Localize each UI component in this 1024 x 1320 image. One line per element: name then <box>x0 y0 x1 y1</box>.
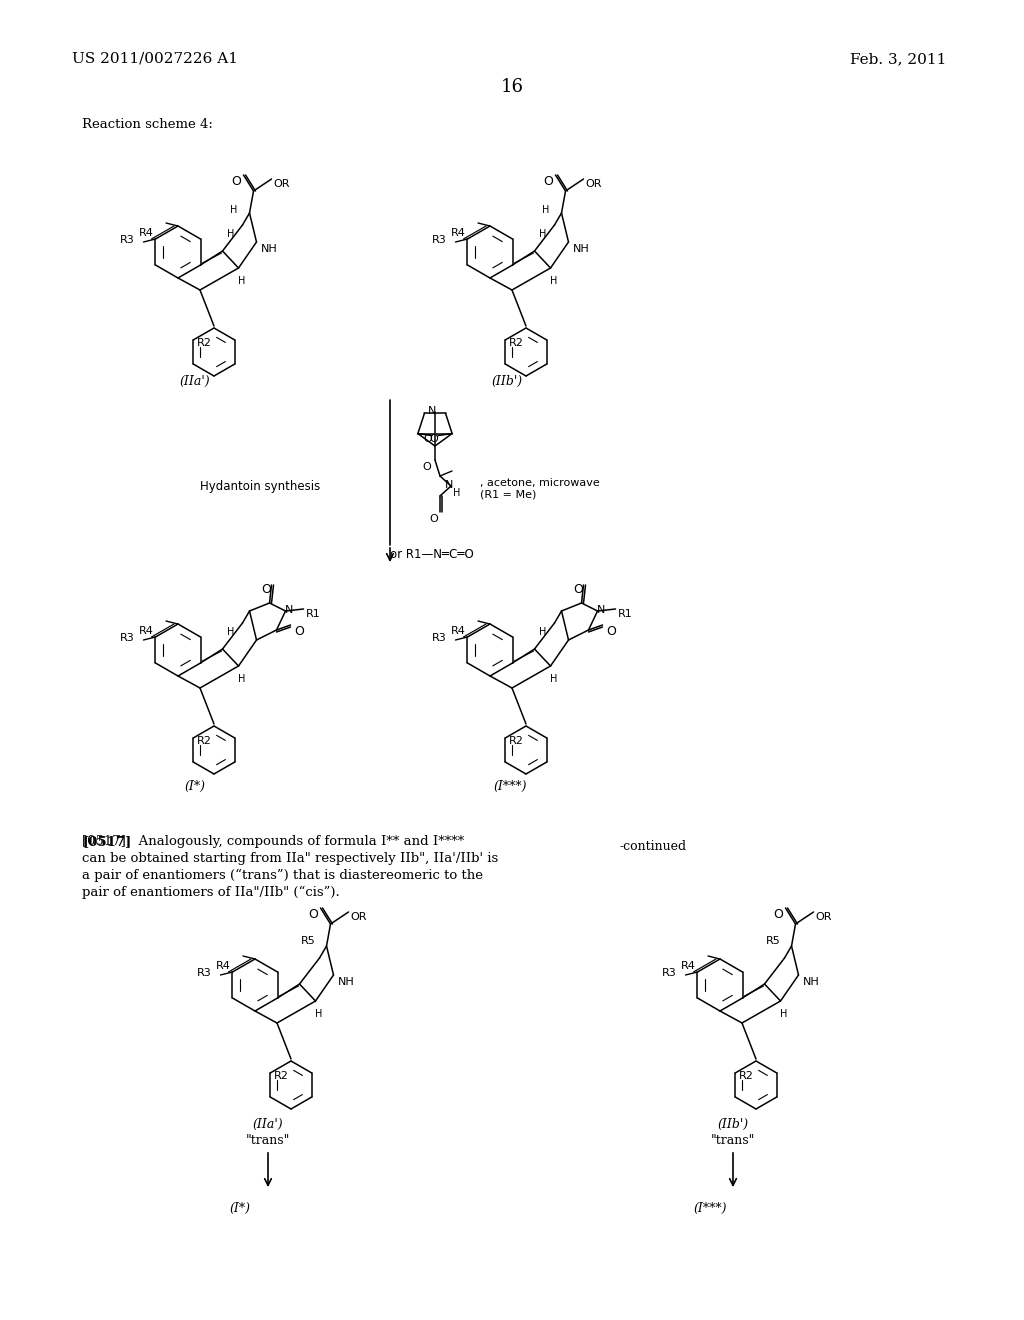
Text: (I*): (I*) <box>184 780 206 793</box>
Text: R3: R3 <box>197 968 212 978</box>
Text: O: O <box>773 908 783 921</box>
Text: [0517]: [0517] <box>82 836 131 847</box>
Text: R1: R1 <box>305 609 321 619</box>
Text: N: N <box>444 480 454 490</box>
Text: "trans": "trans" <box>246 1134 290 1147</box>
Text: 16: 16 <box>501 78 523 96</box>
Text: H: H <box>453 488 461 498</box>
Text: O: O <box>424 433 432 444</box>
Text: (I***): (I***) <box>693 1203 727 1214</box>
Text: R3: R3 <box>663 968 677 978</box>
Text: R4: R4 <box>451 626 466 636</box>
Text: H: H <box>780 1008 787 1019</box>
Text: [0517]   Analogously, compounds of formula I** and I****: [0517] Analogously, compounds of formula… <box>82 836 464 847</box>
Text: R2: R2 <box>739 1071 754 1081</box>
Text: N: N <box>286 605 294 615</box>
Text: O: O <box>308 908 318 921</box>
Text: Hydantoin synthesis: Hydantoin synthesis <box>200 480 321 492</box>
Text: H: H <box>542 205 549 215</box>
Text: or R1—N═C═O: or R1—N═C═O <box>390 548 474 561</box>
Text: O: O <box>231 176 242 187</box>
Text: O: O <box>295 624 304 638</box>
Text: H: H <box>227 627 234 638</box>
Text: R2: R2 <box>509 737 524 746</box>
Text: "trans": "trans" <box>711 1134 755 1147</box>
Text: R4: R4 <box>216 961 230 972</box>
Text: R4: R4 <box>138 626 154 636</box>
Text: R2: R2 <box>198 737 212 746</box>
Text: (IIa'): (IIa') <box>253 1118 284 1131</box>
Text: R4: R4 <box>681 961 695 972</box>
Text: O: O <box>429 433 438 444</box>
Text: a pair of enantiomers (“trans”) that is diastereomeric to the: a pair of enantiomers (“trans”) that is … <box>82 869 483 882</box>
Text: R3: R3 <box>120 235 135 246</box>
Text: NH: NH <box>572 244 589 253</box>
Text: H: H <box>238 276 245 286</box>
Text: pair of enantiomers of IIa"/IIb" (“cis”).: pair of enantiomers of IIa"/IIb" (“cis”)… <box>82 886 340 899</box>
Text: Feb. 3, 2011: Feb. 3, 2011 <box>850 51 946 66</box>
Text: R2: R2 <box>509 338 524 348</box>
Text: R3: R3 <box>120 634 135 643</box>
Text: R2: R2 <box>274 1071 289 1081</box>
Text: (IIa'): (IIa') <box>179 375 210 388</box>
Text: (I*): (I*) <box>229 1203 251 1214</box>
Text: R3: R3 <box>432 634 446 643</box>
Text: , acetone, microwave
(R1 = Me): , acetone, microwave (R1 = Me) <box>480 478 600 499</box>
Text: O: O <box>573 583 584 597</box>
Text: Reaction scheme 4:: Reaction scheme 4: <box>82 117 213 131</box>
Text: -continued: -continued <box>620 840 687 853</box>
Text: N: N <box>428 407 436 416</box>
Text: N: N <box>597 605 606 615</box>
Text: H: H <box>314 1008 323 1019</box>
Text: US 2011/0027226 A1: US 2011/0027226 A1 <box>72 51 238 66</box>
Text: R5: R5 <box>766 936 781 946</box>
Text: R4: R4 <box>451 228 466 238</box>
Text: OR: OR <box>815 912 833 921</box>
Text: (IIb'): (IIb') <box>718 1118 749 1131</box>
Text: OR: OR <box>350 912 367 921</box>
Text: H: H <box>238 675 245 684</box>
Text: H: H <box>540 228 547 239</box>
Text: R1: R1 <box>617 609 632 619</box>
Text: H: H <box>550 675 557 684</box>
Text: O: O <box>544 176 553 187</box>
Text: H: H <box>227 228 234 239</box>
Text: H: H <box>550 276 557 286</box>
Text: H: H <box>229 205 238 215</box>
Text: O: O <box>606 624 616 638</box>
Text: can be obtained starting from IIa" respectively IIb", IIa'/IIb' is: can be obtained starting from IIa" respe… <box>82 851 499 865</box>
Text: H: H <box>540 627 547 638</box>
Text: NH: NH <box>338 977 354 987</box>
Text: O: O <box>430 513 438 524</box>
Text: R3: R3 <box>432 235 446 246</box>
Text: OR: OR <box>586 180 602 189</box>
Text: NH: NH <box>803 977 819 987</box>
Text: NH: NH <box>260 244 278 253</box>
Text: R4: R4 <box>138 228 154 238</box>
Text: O: O <box>261 583 271 597</box>
Text: (I***): (I***) <box>494 780 526 793</box>
Text: (IIb'): (IIb') <box>492 375 522 388</box>
Text: R5: R5 <box>301 936 315 946</box>
Text: O: O <box>423 462 431 473</box>
Text: R2: R2 <box>198 338 212 348</box>
Text: OR: OR <box>273 180 290 189</box>
